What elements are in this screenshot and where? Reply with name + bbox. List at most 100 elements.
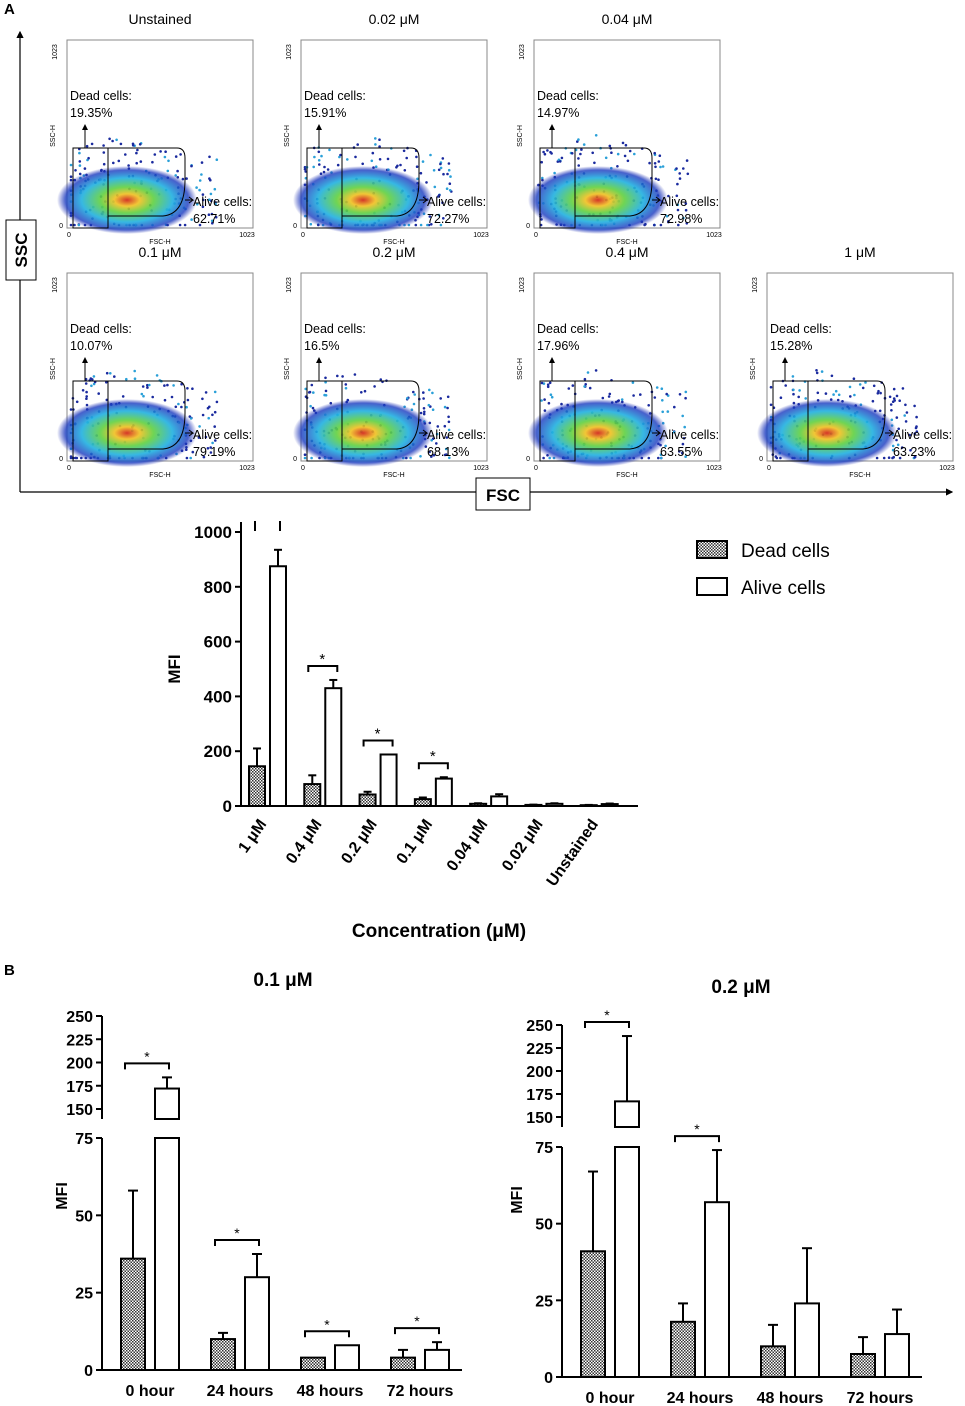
event-dot [882, 456, 886, 460]
event-dot [858, 383, 862, 386]
event-dot [661, 410, 664, 414]
event-dot [69, 175, 73, 178]
event-dot [195, 186, 198, 189]
alive-label: Alive cells: [893, 428, 952, 442]
significance-bracket [674, 1135, 720, 1143]
flow-plot-title: 1 μM [844, 244, 875, 260]
alive-gate [107, 380, 186, 450]
event-dot [374, 137, 377, 140]
dead-label: Dead cells: [70, 89, 132, 103]
plot-ylabel: SSC-H [50, 125, 57, 147]
y-tick-label: 0 [544, 1370, 553, 1387]
event-dot [540, 399, 543, 402]
flow-plot-5: 0.4 μM Dead cells: 17.96% Alive cells: 63.55… [517, 244, 722, 479]
event-dot [677, 223, 680, 227]
event-dot [435, 442, 438, 445]
chart-title: 0.2 μM [711, 977, 770, 998]
x-tick-label: 0 hour [586, 1390, 635, 1406]
event-dot [84, 382, 88, 385]
event-dot [654, 177, 658, 181]
y-tick-label: 250 [66, 1009, 93, 1026]
dead-percent: 15.91% [304, 106, 346, 120]
event-dot [211, 413, 214, 417]
x-tick-min: 0 [301, 232, 305, 239]
bar-dead [760, 1345, 786, 1379]
event-dot [174, 155, 178, 158]
bar-dead [300, 1356, 326, 1372]
event-dot [213, 390, 217, 394]
x-tick-max: 1023 [706, 465, 722, 472]
x-tick-max: 1023 [239, 465, 255, 472]
plot-xlabel: FSC-H [616, 239, 637, 246]
event-dot [201, 397, 204, 401]
event-dot [309, 404, 312, 408]
event-dot [684, 455, 687, 458]
event-dot [449, 175, 452, 178]
event-dot [176, 169, 179, 173]
event-dot [892, 387, 896, 391]
y-tick-label: 250 [526, 1018, 553, 1035]
x-tick-max: 1023 [939, 465, 955, 472]
event-dot [624, 143, 628, 147]
y-tick-label: 150 [526, 1110, 553, 1127]
event-dot [542, 150, 545, 154]
event-dot [664, 444, 667, 448]
event-dot [326, 168, 330, 171]
dead-arrowhead [82, 124, 88, 130]
legend-label-alive: Alive cells [741, 578, 825, 599]
event-dot [214, 215, 218, 219]
event-dot [405, 156, 408, 160]
x-tick-label: 24 hours [667, 1390, 734, 1406]
plot-xlabel: FSC-H [383, 239, 404, 246]
bar-dead [413, 798, 432, 808]
event-dot [852, 377, 856, 380]
bar-dead [670, 1320, 696, 1379]
event-dot [102, 162, 106, 166]
significance-star: * [694, 1121, 700, 1137]
event-dot [303, 453, 307, 456]
event-dot [73, 223, 76, 227]
event-dot [684, 202, 688, 205]
y-tick-max: 1023 [286, 277, 293, 293]
alive-label: Alive cells: [660, 195, 719, 209]
event-dot [676, 208, 680, 212]
density-core [57, 166, 197, 234]
event-dot [344, 386, 348, 390]
event-dot [69, 163, 73, 167]
event-dot [135, 161, 138, 165]
event-dot [577, 164, 580, 167]
event-dot [676, 203, 680, 207]
event-dot [92, 375, 96, 378]
event-dot [905, 411, 909, 414]
x-tick-label: 24 hours [207, 1383, 274, 1400]
event-dot [163, 384, 166, 387]
event-dot [422, 397, 425, 400]
bar-alive [379, 753, 398, 807]
event-dot [111, 139, 114, 143]
alive-arrow [652, 429, 662, 437]
event-dot [672, 430, 676, 434]
density-core [57, 399, 197, 467]
x-tick-min: 0 [301, 465, 305, 472]
event-dot [876, 392, 880, 395]
event-dot [338, 155, 341, 159]
event-dot [178, 223, 182, 227]
event-dot [830, 374, 834, 378]
flow-plot-title: 0.04 μM [602, 11, 653, 27]
x-tick-max: 1023 [706, 232, 722, 239]
event-dot [594, 134, 598, 137]
legend-label-dead: Dead cells [741, 541, 830, 562]
event-dot [323, 165, 326, 169]
event-dot [896, 443, 900, 447]
event-dot [673, 405, 676, 409]
legend-swatch-dead [696, 540, 728, 559]
event-dot [360, 391, 363, 394]
bar-dead [303, 783, 322, 808]
y-tick-label: 50 [535, 1217, 553, 1234]
event-dot [133, 369, 136, 373]
density-core [293, 166, 433, 234]
event-dot [399, 163, 402, 167]
x-tick-label: 0 hour [126, 1383, 175, 1400]
event-dot [81, 389, 85, 392]
event-dot [447, 415, 450, 419]
